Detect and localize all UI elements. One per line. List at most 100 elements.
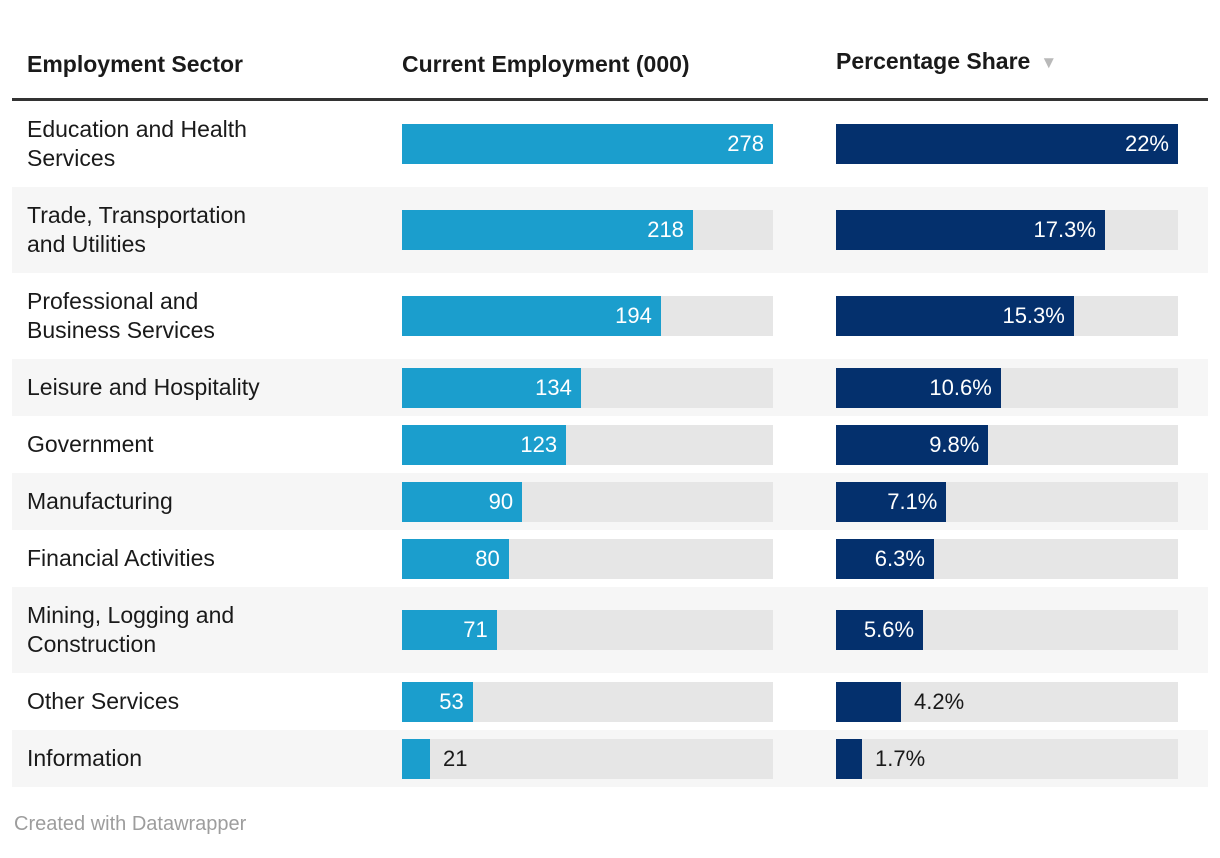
employment-table: Employment Sector Current Employment (00… (12, 0, 1208, 858)
share-cell: 9.8% (836, 418, 1208, 472)
table-header-row: Employment Sector Current Employment (00… (12, 46, 1208, 98)
share-bar-track: 9.8% (836, 424, 1178, 465)
employment-bar: 80 (402, 538, 509, 579)
employment-bar: 71 (402, 610, 497, 650)
employment-cell: 90 (402, 475, 836, 529)
employment-bar-track: 80 (402, 538, 773, 579)
employment-bar-track: 21 (402, 738, 773, 779)
header-rule (12, 98, 1208, 101)
column-header-employment[interactable]: Current Employment (000) (402, 51, 690, 77)
employment-bar-track: 134 (402, 367, 773, 408)
employment-bar-track: 53 (402, 681, 773, 722)
employment-bar-track: 90 (402, 481, 773, 522)
share-bar-track: 17.3% (836, 210, 1178, 250)
share-value-label: 6.3% (874, 545, 925, 571)
employment-bar: 90 (402, 481, 523, 522)
employment-value-label: 90 (488, 488, 514, 514)
table-row: Professional and Business Services 194 1… (12, 273, 1208, 359)
table-body: Education and Health Services 278 22% Tr… (12, 101, 1208, 787)
share-bar: 15.3% (836, 296, 1074, 336)
share-value-label: 22% (1124, 131, 1169, 156)
share-bar-track: 10.6% (836, 367, 1178, 408)
table-row: Mining, Logging and Construction 71 5.6% (12, 587, 1208, 673)
sector-label: Information (27, 745, 143, 771)
employment-bar-track: 278 (402, 124, 773, 164)
employment-bar (402, 738, 431, 779)
share-bar: 9.8% (836, 424, 989, 465)
table-row: Information 21 1.7% (12, 730, 1208, 787)
employment-bar-track: 71 (402, 610, 773, 650)
employment-cell: 71 (402, 603, 836, 657)
share-cell: 10.6% (836, 361, 1208, 415)
share-bar: 7.1% (836, 481, 947, 522)
sector-label: Professional and Business Services (27, 288, 215, 343)
share-bar (836, 738, 863, 779)
employment-value-label: 123 (520, 431, 558, 457)
sector-label: Government (27, 431, 154, 457)
share-cell: 6.3% (836, 532, 1208, 586)
share-cell: 22% (836, 117, 1208, 171)
employment-bar: 194 (402, 296, 661, 336)
share-bar: 17.3% (836, 210, 1105, 250)
table-row: Trade, Transportation and Utilities 218 … (12, 187, 1208, 273)
sector-label: Education and Health Services (27, 116, 247, 171)
column-header-sector[interactable]: Employment Sector (27, 51, 243, 77)
share-bar: 22% (836, 124, 1178, 164)
share-bar-track: 7.1% (836, 481, 1178, 522)
share-bar: 10.6% (836, 367, 1001, 408)
share-bar: 6.3% (836, 538, 934, 579)
employment-value-label: 21 (443, 745, 468, 771)
share-value-label: 5.6% (863, 617, 915, 642)
share-bar-track: 5.6% (836, 610, 1178, 650)
sector-label: Leisure and Hospitality (27, 374, 260, 400)
share-bar: 5.6% (836, 610, 924, 650)
share-bar-track: 4.2% (836, 681, 1178, 722)
sort-descending-icon: ▼ (1040, 53, 1058, 72)
share-bar-track: 15.3% (836, 296, 1178, 336)
employment-bar-track: 218 (402, 210, 773, 250)
employment-bar-track: 194 (402, 296, 773, 336)
share-value-label: 15.3% (1002, 303, 1065, 328)
share-value-label: 1.7% (875, 745, 926, 771)
share-value-label: 17.3% (1033, 217, 1096, 242)
employment-value-label: 218 (647, 217, 684, 242)
share-cell: 5.6% (836, 603, 1208, 657)
employment-bar: 134 (402, 367, 581, 408)
column-header-share[interactable]: Percentage Share ▼ (836, 46, 1208, 79)
table-row: Government 123 9.8% (12, 416, 1208, 473)
employment-bar-track: 123 (402, 424, 773, 465)
share-cell: 4.2% (836, 675, 1208, 729)
share-bar-track: 22% (836, 124, 1178, 164)
table-row: Financial Activities 80 6.3% (12, 530, 1208, 587)
employment-value-label: 71 (463, 617, 488, 642)
employment-value-label: 53 (439, 688, 464, 714)
sector-label: Other Services (27, 688, 180, 714)
share-cell: 7.1% (836, 475, 1208, 529)
share-cell: 15.3% (836, 289, 1208, 343)
employment-cell: 123 (402, 418, 836, 472)
share-cell: 1.7% (836, 732, 1208, 786)
share-cell: 17.3% (836, 203, 1208, 257)
share-bar-track: 6.3% (836, 538, 1178, 579)
employment-bar: 218 (402, 210, 693, 250)
datawrapper-credit-link[interactable]: Created with Datawrapper (14, 813, 247, 835)
share-value-label: 7.1% (887, 488, 938, 514)
employment-value-label: 80 (475, 545, 500, 571)
employment-value-label: 134 (535, 374, 572, 400)
employment-bar: 53 (402, 681, 473, 722)
share-bar-track: 1.7% (836, 738, 1178, 779)
share-value-label: 10.6% (929, 374, 992, 400)
table-row: Other Services 53 4.2% (12, 673, 1208, 730)
employment-cell: 53 (402, 675, 836, 729)
share-bar (836, 681, 902, 722)
employment-cell: 194 (402, 289, 836, 343)
table-row: Manufacturing 90 7.1% (12, 473, 1208, 530)
employment-bar: 123 (402, 424, 567, 465)
sector-label: Mining, Logging and Construction (27, 602, 235, 657)
employment-cell: 21 (402, 732, 836, 786)
employment-cell: 80 (402, 532, 836, 586)
table-row: Education and Health Services 278 22% (12, 101, 1208, 187)
share-value-label: 4.2% (914, 688, 965, 714)
column-header-share-label: Percentage Share (836, 48, 1031, 74)
employment-value-label: 194 (615, 303, 652, 328)
